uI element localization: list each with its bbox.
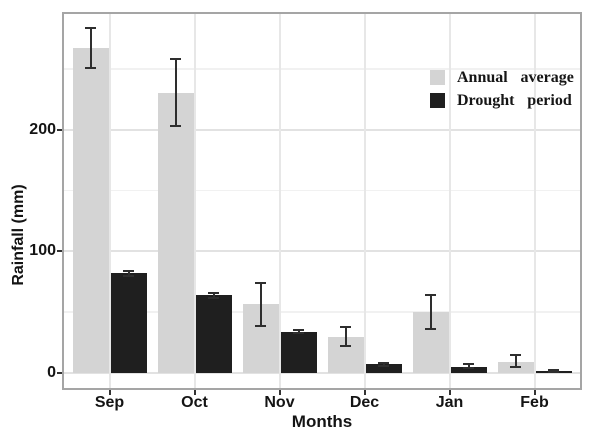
errorbar-drought-period-dec (382, 362, 385, 367)
x-tick-mark-nov (278, 390, 281, 395)
errorbar-annual-average-dec (344, 326, 347, 347)
errorbar-annual-average-oct-cap-low (170, 125, 181, 128)
y-tick-label-0: 0 (47, 363, 56, 381)
bar-annual-average-oct (157, 93, 194, 373)
errorbar-annual-average-feb (514, 354, 517, 367)
legend-key-drought-period (430, 93, 445, 108)
x-tick-mark-jan (448, 390, 451, 395)
bar-drought-period-nov (280, 331, 317, 373)
errorbar-drought-period-jan-cap-high (463, 363, 474, 366)
gridline-minor-y-50 (62, 311, 582, 313)
gridline-minor-y-250 (62, 68, 582, 70)
legend-key-annual-average (430, 70, 445, 85)
bar-drought-period-dec (365, 364, 402, 373)
x-tick-label-feb: Feb (520, 394, 549, 411)
errorbar-annual-average-oct (174, 59, 177, 127)
errorbar-annual-average-feb-cap-low (510, 365, 521, 368)
gridline-x-nov (278, 12, 281, 390)
x-tick-mark-sep (108, 390, 111, 395)
errorbar-annual-average-dec-cap-low (340, 345, 351, 348)
gridline-x-feb (533, 12, 536, 390)
bar-drought-period-sep (110, 273, 147, 373)
legend-label-annual-average: Annual average (457, 68, 574, 86)
legend: Annual average Drought period (430, 66, 574, 112)
x-tick-label-sep: Sep (94, 394, 125, 411)
y-tick-label-100: 100 (29, 242, 56, 260)
errorbar-drought-period-oct (212, 292, 215, 298)
errorbar-annual-average-feb-cap-high (510, 353, 521, 356)
gridline-major-y-100 (62, 250, 582, 253)
y-tick-mark-0 (57, 371, 62, 374)
legend-label-drought-period: Drought period (457, 91, 572, 109)
x-tick-label-dec: Dec (349, 394, 380, 411)
y-tick-label-200: 200 (29, 120, 56, 138)
x-tick-label-jan: Jan (435, 394, 464, 411)
x-axis-title: Months (291, 412, 353, 431)
plot-panel: Annual average Drought period (62, 12, 582, 390)
errorbar-drought-period-jan-cap-low (463, 367, 474, 370)
errorbar-annual-average-nov-cap-low (255, 324, 266, 327)
bar-drought-period-jan (450, 366, 487, 373)
gridline-x-oct (193, 12, 196, 390)
x-tick-label-oct: Oct (181, 394, 208, 411)
errorbar-annual-average-sep-cap-low (85, 66, 96, 69)
errorbar-annual-average-dec-cap-high (340, 325, 351, 328)
errorbar-drought-period-dec-cap-low (378, 365, 389, 368)
errorbar-annual-average-jan-cap-high (425, 294, 436, 297)
gridline-minor-y-150 (62, 189, 582, 192)
gridline-x-sep (108, 12, 111, 390)
legend-item-annual-average: Annual average (430, 66, 574, 89)
errorbar-annual-average-jan-cap-low (425, 328, 436, 331)
errorbar-annual-average-sep (89, 27, 92, 68)
x-tick-mark-feb (533, 390, 536, 395)
x-tick-mark-dec (363, 390, 366, 395)
errorbar-drought-period-oct-cap-high (208, 291, 219, 294)
legend-item-drought-period: Drought period (430, 89, 574, 112)
errorbar-drought-period-feb-cap-high (548, 368, 559, 371)
gridline-x-jan (448, 12, 451, 390)
gridline-major-y-0 (62, 371, 582, 374)
errorbar-drought-period-sep-cap-high (123, 269, 134, 272)
errorbar-annual-average-sep-cap-high (85, 26, 96, 29)
errorbar-drought-period-oct-cap-low (208, 296, 219, 299)
errorbar-drought-period-feb-cap-low (548, 371, 559, 373)
gridline-x-dec (363, 12, 366, 390)
errorbar-annual-average-nov-cap-high (255, 282, 266, 285)
x-tick-label-nov: Nov (264, 394, 295, 411)
errorbar-annual-average-jan (429, 295, 432, 330)
errorbar-drought-period-nov-cap-low (293, 331, 304, 334)
errorbar-annual-average-nov (259, 283, 262, 326)
errorbar-drought-period-sep-cap-low (123, 274, 134, 277)
bar-drought-period-oct (195, 295, 232, 373)
y-axis-title: Rainfall (mm) (10, 184, 27, 286)
errorbar-drought-period-sep (127, 270, 130, 276)
errorbar-annual-average-oct-cap-high (170, 58, 181, 61)
x-tick-mark-oct (193, 390, 196, 395)
errorbar-drought-period-nov (297, 330, 300, 333)
bar-annual-average-sep (72, 48, 109, 373)
y-tick-mark-200 (57, 128, 62, 131)
errorbar-drought-period-nov-cap-high (293, 329, 304, 332)
y-tick-mark-100 (57, 250, 62, 253)
errorbar-drought-period-jan (467, 364, 470, 369)
errorbar-drought-period-feb (552, 369, 555, 372)
gridline-major-y-200 (62, 128, 582, 131)
errorbar-drought-period-dec-cap-high (378, 361, 389, 364)
